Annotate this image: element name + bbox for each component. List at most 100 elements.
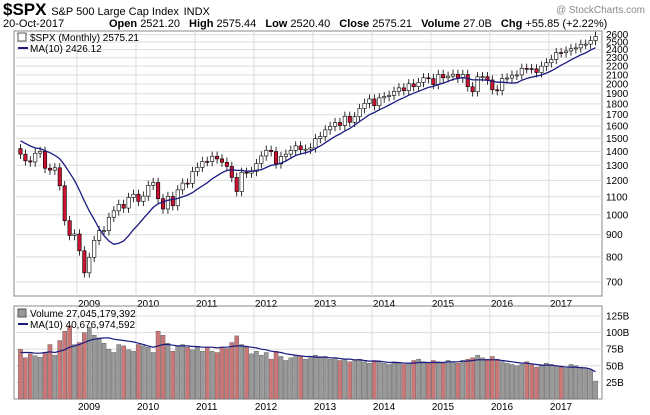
candle-body	[377, 97, 382, 107]
candle-body	[318, 136, 323, 139]
price-tick-label: 1700	[606, 110, 629, 121]
candle-body	[411, 83, 416, 88]
volume-bar	[460, 360, 466, 400]
volume-bar	[475, 354, 480, 400]
volume-bar	[82, 332, 87, 400]
candle-body	[382, 96, 387, 99]
change-field: Chg +55.85 (+2.22%)	[500, 18, 608, 30]
volume-bar	[396, 362, 402, 400]
candle-body	[185, 182, 190, 185]
candle-body	[441, 74, 446, 79]
volume-bar	[352, 360, 357, 400]
candle-body	[57, 167, 62, 187]
volume-tick-label: 25B	[606, 378, 624, 389]
volume-bar	[445, 360, 451, 400]
candle-body	[588, 40, 593, 45]
price-tick-label: 1900	[606, 89, 629, 100]
candle-body	[111, 210, 116, 218]
volume-bar	[116, 344, 122, 400]
price-legend: $SPX (Monthly) 2575.21 MA(10) 2426.12	[17, 32, 139, 55]
volume-bar	[278, 356, 284, 400]
price-x-tick-label: 2014	[373, 299, 396, 310]
candle-body	[475, 76, 480, 93]
volume-bar	[411, 360, 416, 400]
candle-body	[62, 185, 67, 222]
candle-body	[436, 74, 441, 85]
volume-bar	[480, 357, 485, 400]
volume-bar	[288, 357, 294, 400]
volume-bar	[367, 362, 372, 400]
volume-bar	[588, 369, 593, 400]
candle-body	[490, 79, 495, 91]
price-x-tick-label: 2015	[432, 299, 455, 310]
volume-bar	[372, 360, 377, 400]
volume-bar	[313, 354, 318, 400]
volume-bar	[322, 356, 328, 400]
volume-bar	[342, 358, 348, 400]
candle-body	[298, 145, 303, 151]
volume-bar	[509, 364, 515, 400]
volume-bar	[229, 342, 235, 400]
volume-bar	[553, 365, 559, 400]
candle-body	[347, 115, 352, 123]
volume-bar	[18, 348, 23, 400]
candle-body	[554, 52, 559, 60]
candle-body	[244, 171, 249, 174]
candle-body	[136, 193, 141, 202]
candle-body	[323, 129, 328, 137]
candle-body	[160, 198, 166, 210]
candle-body	[215, 155, 220, 160]
volume-bar	[195, 346, 200, 400]
candle-body	[549, 59, 554, 64]
candle-body	[578, 43, 583, 49]
candle-body	[165, 196, 170, 210]
volume-bar	[126, 349, 131, 400]
volume-bar	[141, 345, 146, 400]
volume-bar	[121, 345, 126, 400]
volume-bar	[583, 368, 589, 400]
candle-body	[293, 145, 298, 151]
candle-body	[18, 148, 23, 155]
candle-body	[43, 151, 48, 169]
price-tick-label: 800	[606, 252, 623, 263]
candle-body	[303, 148, 308, 151]
volume-bar	[504, 362, 510, 400]
candle-body	[205, 161, 210, 163]
candle-body	[362, 103, 367, 109]
candle-body	[534, 68, 539, 73]
candle-body	[47, 167, 52, 171]
close-field: Close 2575.21	[339, 18, 413, 30]
candle-body	[239, 171, 244, 192]
candle-body	[200, 161, 205, 168]
candle-body	[38, 151, 43, 154]
volume-bar	[37, 356, 43, 400]
volume-x-tick-label: 2011	[196, 402, 218, 413]
candle-body	[465, 74, 470, 88]
volume-bar	[529, 364, 534, 400]
symbol-description: S&P 500 Large Cap Index	[51, 6, 179, 18]
candle-body	[426, 77, 431, 80]
candle-body	[224, 161, 229, 167]
volume-legend-swatch	[17, 308, 27, 318]
price-x-tick-label: 2016	[491, 299, 514, 310]
candle-body	[593, 36, 598, 41]
volume-bar	[27, 353, 33, 400]
price-grid	[14, 31, 602, 296]
volume-bar	[381, 362, 387, 400]
volume-bar	[190, 349, 195, 400]
volume-bar	[91, 335, 97, 400]
candle-body	[401, 87, 406, 91]
volume-x-tick-label: 2014	[373, 402, 396, 413]
candle-body	[524, 68, 529, 70]
volume-bar	[347, 361, 353, 400]
price-legend-swatch	[17, 32, 27, 42]
price-tick-label: 1300	[606, 161, 629, 172]
volume-bar	[337, 360, 343, 400]
candle-body	[151, 182, 156, 186]
price-x-tick-label: 2010	[137, 299, 160, 310]
volume-bar	[549, 364, 554, 400]
volume-bar	[327, 358, 333, 400]
price-x-tick-label: 2017	[550, 299, 573, 310]
candle-body	[274, 151, 279, 165]
volume-bar	[519, 364, 525, 400]
